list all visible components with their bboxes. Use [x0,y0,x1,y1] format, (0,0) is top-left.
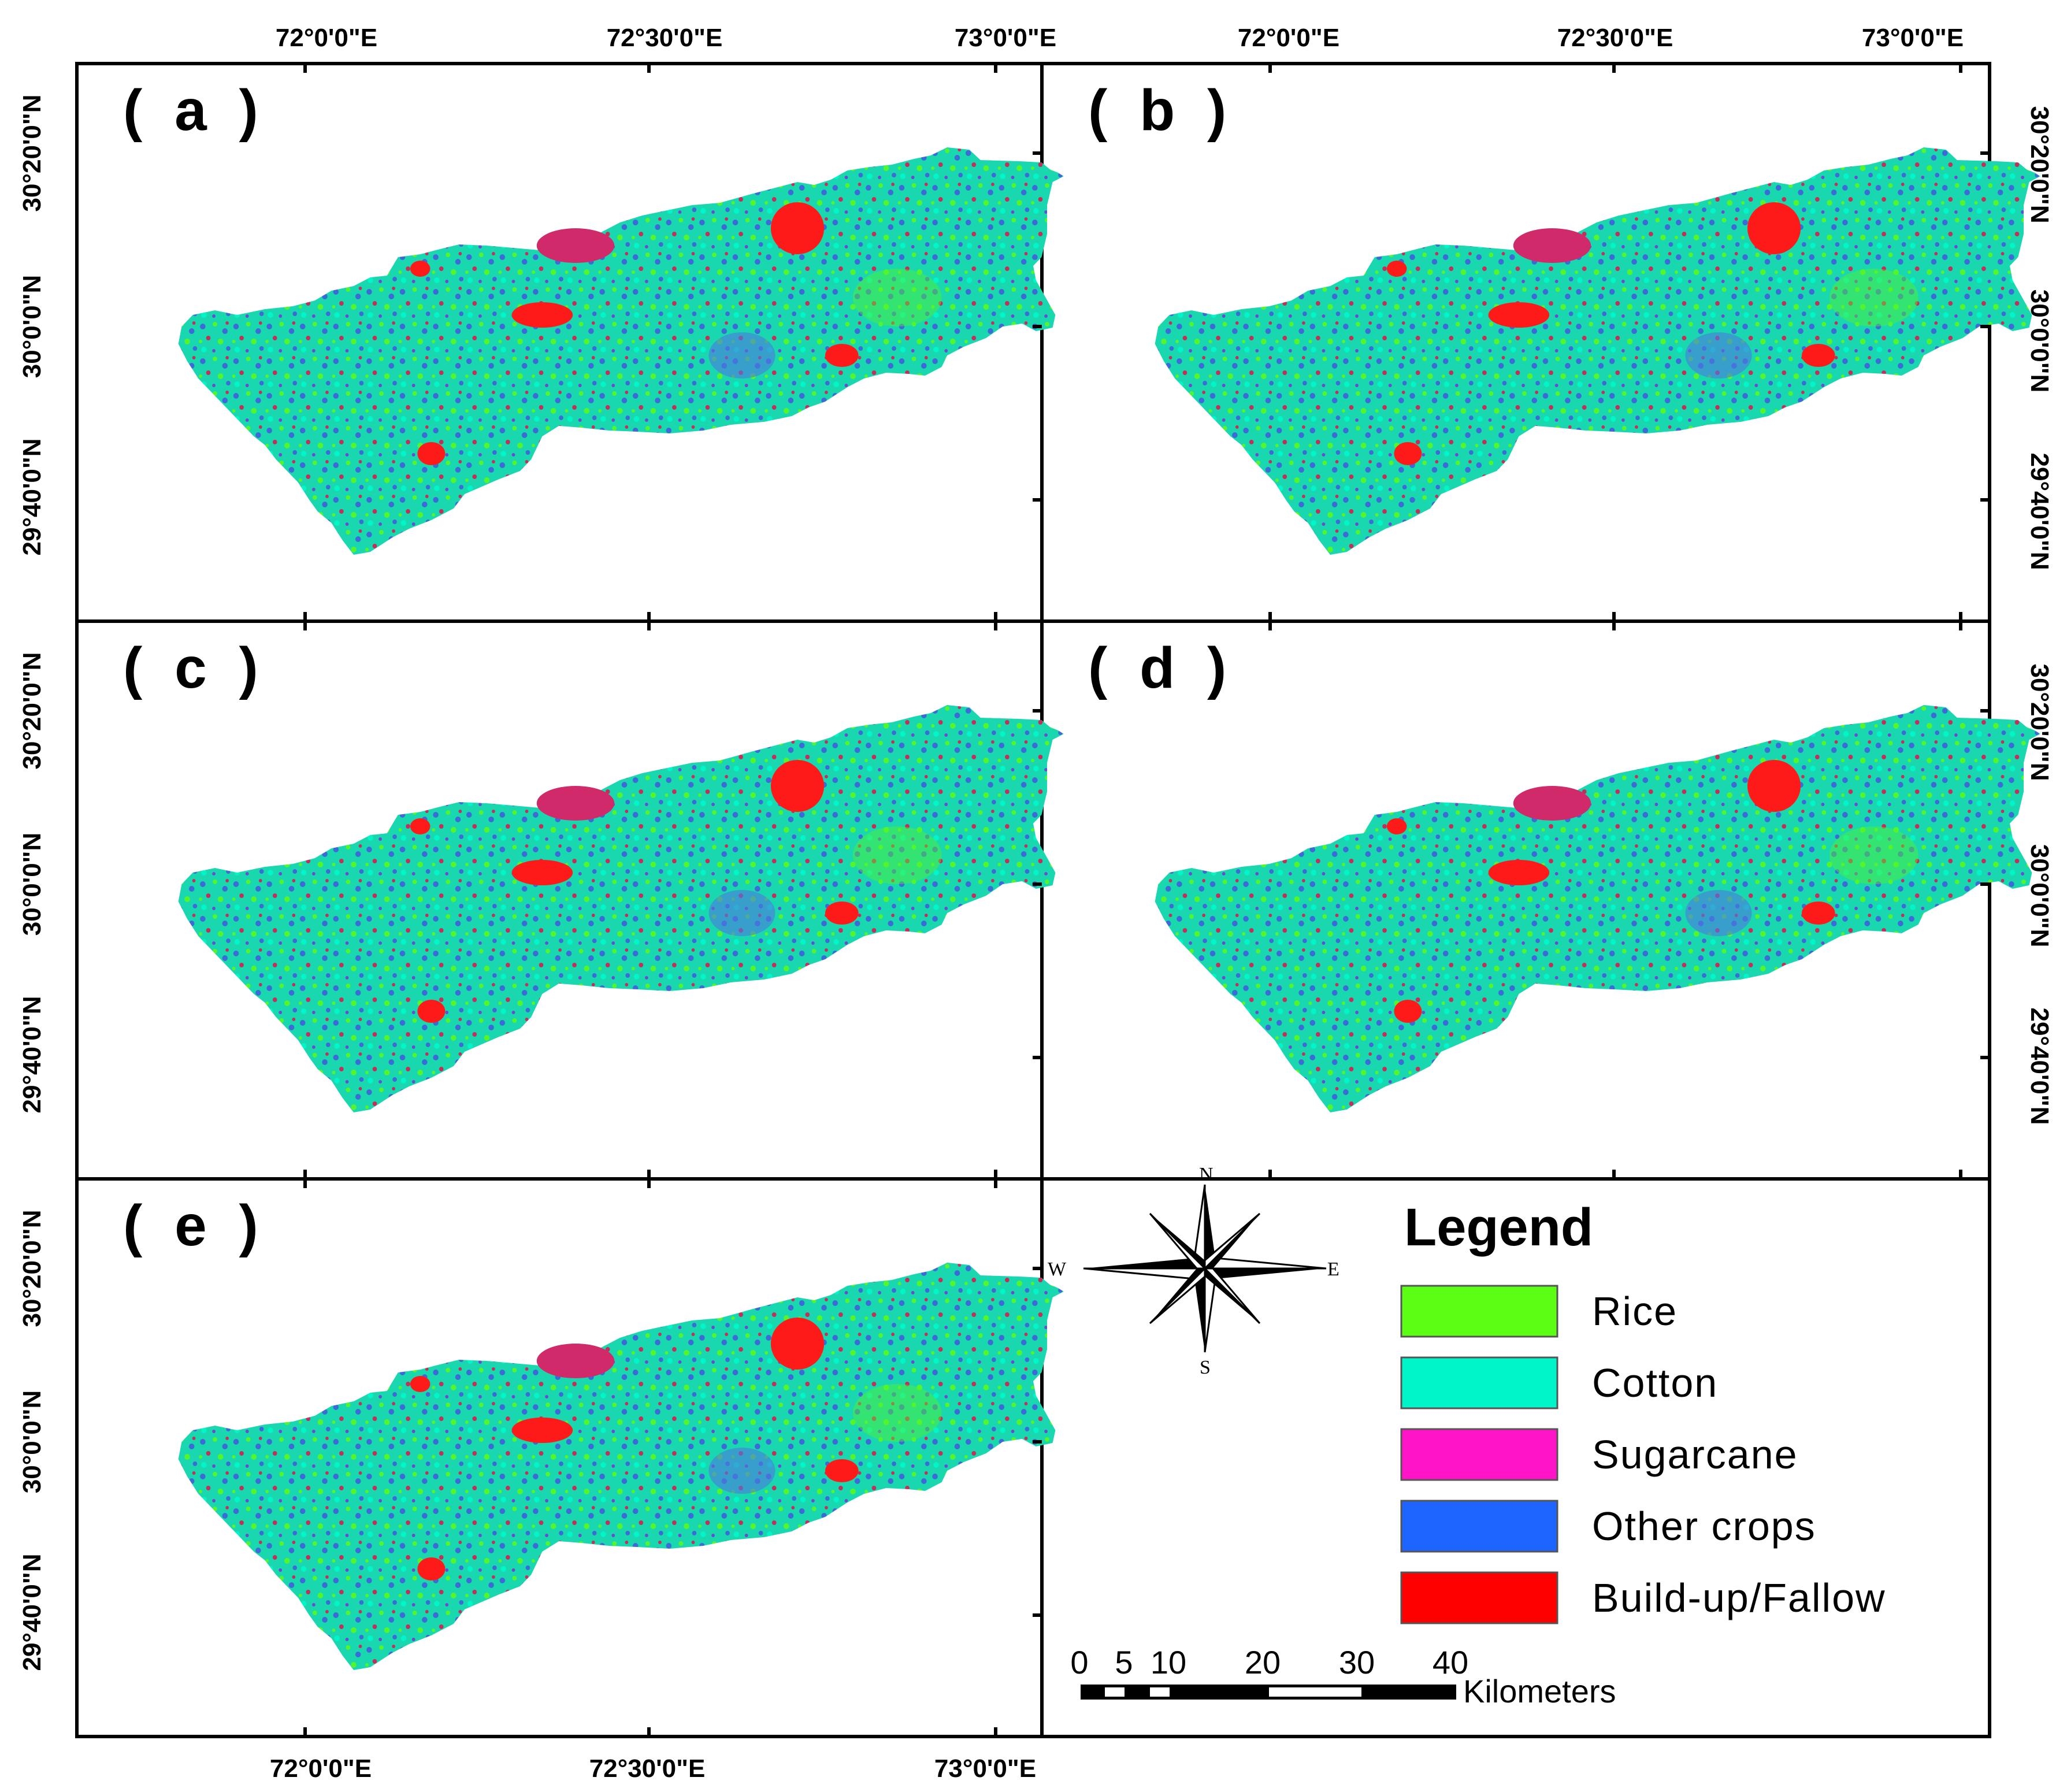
lon-label-bottom-2: 73°0'0"E [934,1754,1036,1783]
map-panel-a: ( a ) [123,64,1064,621]
compass-w: W [1048,1259,1067,1280]
lat-label-left-0-2: 29°40'0"N [18,438,46,555]
panel-label-a: ( a ) [123,78,266,143]
legend-swatch [1400,1285,1558,1338]
scale-tick-20: 20 [1245,1644,1281,1680]
panel-label-d: ( d ) [1088,636,1234,700]
scale-unit: Kilometers [1463,1673,1616,1709]
map-panel-b: ( b ) [1088,64,2040,621]
lat-label-left-0-1: 30°0'0"N [18,275,46,379]
lon-label-top-left-2: 73°0'0"E [955,24,1056,52]
legend-swatch [1400,1500,1558,1553]
legend-label: Cotton [1592,1360,1718,1405]
lat-label-right-1-2: 29°40'0"N [2025,1007,2054,1125]
lat-label-right-1-0: 30°20'0"N [2025,663,2054,781]
legend-label: Build-up/Fallow [1592,1575,1886,1620]
legend-swatch [1400,1356,1558,1409]
lat-label-left-2-0: 30°20'0"N [18,1209,46,1327]
legend-item-rice: Rice [1400,1285,1678,1338]
legend-swatch [1400,1428,1558,1481]
lon-label-top-left-0: 72°0'0"E [276,24,377,52]
lon-label-top-right-0: 72°0'0"E [1238,24,1339,52]
lat-label-right-0-0: 30°20'0"N [2025,106,2054,223]
lon-label-top-left-1: 72°30'0"E [607,24,723,52]
lat-label-left-2-2: 29°40'0"N [18,1553,46,1671]
lon-label-top-right-1: 72°30'0"E [1557,24,1673,52]
scale-tick-10: 10 [1151,1644,1186,1680]
compass-n: N [1199,1164,1214,1185]
panel-label-e: ( e ) [123,1193,266,1258]
legend: Legend Rice Cotton Sugarcane Other crops Bui… [1400,1198,1886,1624]
lat-label-right-0-2: 29°40'0"N [2025,452,2054,570]
compass-s: S [1200,1357,1211,1378]
legend-title: Legend [1404,1198,1593,1257]
compass-e: E [1327,1259,1339,1280]
scale-tick-0: 0 [1070,1644,1088,1680]
lat-label-left-0-0: 30°20'0"N [18,94,46,212]
legend-item-sugarcane: Sugarcane [1400,1428,1798,1481]
map-panel-e: ( e ) [123,1179,1064,1737]
compass-rose: N S E W [1048,1164,1339,1378]
legend-label: Rice [1592,1289,1678,1334]
legend-item-cotton: Cotton [1400,1356,1718,1409]
legend-label: Other crops [1592,1504,1816,1549]
lat-label-left-1-0: 30°20'0"N [18,652,46,769]
map-panel-c: ( c ) [123,621,1064,1179]
legend-item-build-up-fallow: Build-up/Fallow [1400,1571,1886,1624]
legend-swatch [1400,1571,1558,1624]
panel-label-b: ( b ) [1088,78,1234,143]
scale-tick-5: 5 [1115,1644,1133,1680]
lat-label-right-0-1: 30°0'0"N [2025,290,2054,393]
lat-label-right-1-1: 30°0'0"N [2025,844,2054,948]
lat-label-left-2-1: 30°0'0"N [18,1390,46,1494]
lon-label-bottom-1: 72°30'0"E [589,1754,706,1783]
lat-label-left-1-1: 30°0'0"N [18,833,46,936]
lon-label-bottom-0: 72°0'0"E [270,1754,372,1783]
scale-tick-30: 30 [1339,1644,1375,1680]
legend-item-other-crops: Other crops [1400,1500,1816,1553]
lon-label-top-right-2: 73°0'0"E [1862,24,1964,52]
scale-bar: 0 5 10 20 30 40 Kilometers [1070,1644,1616,1709]
scale-tick-40: 40 [1433,1644,1468,1680]
lat-label-left-1-2: 29°40'0"N [18,996,46,1113]
legend-label: Sugarcane [1592,1432,1798,1477]
panel-label-c: ( c ) [123,636,266,700]
map-panel-d: ( d ) [1088,621,2040,1179]
